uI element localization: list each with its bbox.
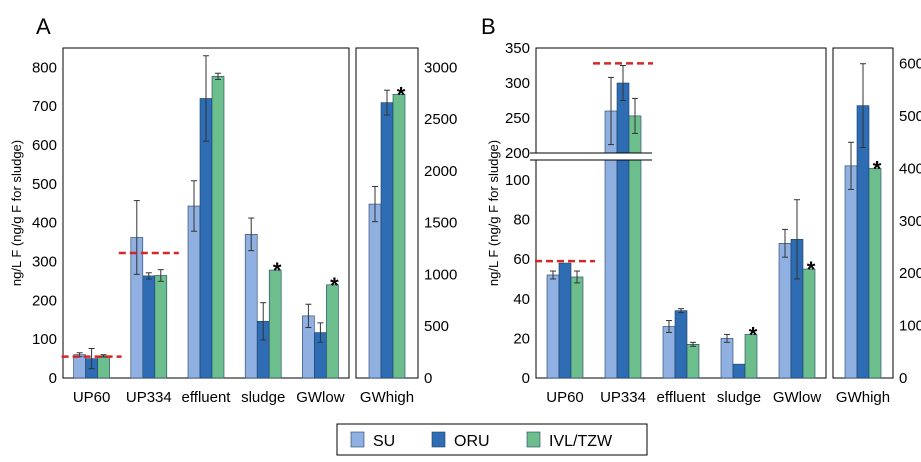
legend: SU ORU IVL/TZW [336,423,648,456]
y2-tick-label: 2000 [424,163,457,180]
bar-effluent-ivl-tzw [686,344,700,379]
y-tick-label: 300 [505,75,530,92]
category-label: UP60 [73,389,111,406]
bar-sludge-ivl-tzw [744,334,758,379]
y-tick-label: 200 [505,145,530,162]
bar-effluent-su [662,326,676,379]
bar-GWhigh-ivl-tzw [868,168,882,379]
bar-UP334-oru [142,275,156,379]
bar-GWhigh-su [368,203,382,379]
bar-effluent-oru [674,310,688,379]
category-label: effluent [182,389,232,406]
y2-tick-label: 400 [899,160,921,177]
panel-a: A 0 100 200 300 400 500 600 700 800 0 500 1000 1500 20… [9,14,457,406]
legend-label: SU [373,433,395,450]
y-tick-label: 60 [513,251,530,268]
panel-b: B 200 250 300 350 0 20 40 60 80 100 0 100 200 300 400 50… [481,14,921,406]
axis-break-band [530,153,652,160]
category-label: GWlow [773,389,822,406]
y-tick-label: 600 [32,137,57,154]
y-tick-label: 100 [32,331,57,348]
bar-effluent-su [187,205,201,379]
y-tick-label: 0 [522,370,530,387]
y2-tick-label: 2500 [424,111,457,128]
legend-box [336,423,648,456]
y-axis-title: ng/L F (ng/g F for sludge) [486,140,501,286]
category-label: sludge [241,389,285,406]
y-tick-label: 350 [505,40,530,57]
y-tick-label: 500 [32,176,57,193]
category-label: GWhigh [836,389,890,406]
bar-UP60-su [546,274,560,379]
y2-tick-label: 0 [899,370,907,387]
y-tick-label: 40 [513,291,530,308]
bar-GWhigh-oru [380,102,394,379]
legend-label: IVL/TZW [549,433,613,450]
y2-tick-label: 3000 [424,59,457,76]
bar-UP334-oru [616,82,630,379]
bar-UP60-oru [558,262,572,379]
legend-swatch [431,431,446,448]
significance-star: * [749,322,758,347]
bar-effluent-ivl-tzw [211,76,225,379]
bar-sludge-su [720,338,734,379]
category-label: UP60 [546,389,584,406]
y2-tick-label: 500 [899,108,921,125]
y-tick-label: 300 [32,254,57,271]
y-axis-title: ng/L F (ng/g F for sludge) [9,140,24,286]
panel-label: B [481,14,496,39]
y-tick-label: 700 [32,98,57,115]
bar-UP334-ivl-tzw [154,275,168,379]
y-tick-label: 250 [505,110,530,127]
significance-star: * [397,82,406,107]
bar-GWhigh-su [844,165,858,379]
y2-tick-label: 300 [899,213,921,230]
panel-label: A [36,14,51,39]
y-tick-label: 80 [513,212,530,229]
y-tick-label: 200 [32,292,57,309]
y2-tick-label: 0 [424,370,432,387]
y-tick-label: 0 [49,370,57,387]
y2-tick-label: 100 [899,318,921,335]
bar-UP60-ivl-tzw [570,276,584,379]
category-label: GWhigh [360,389,414,406]
y2-tick-label: 500 [424,318,449,335]
y-tick-label: 800 [32,59,57,76]
category-label: sludge [717,389,761,406]
bar-sludge-su [244,234,258,379]
bar-UP60-su [73,354,86,379]
y2-tick-label: 1500 [424,215,457,232]
y-tick-label: 20 [513,330,530,347]
category-label: UP334 [126,389,172,406]
y-tick-label: 100 [505,172,530,189]
category-label: effluent [657,389,707,406]
bar-UP334-su [604,110,618,379]
legend-swatch [350,431,365,448]
y-tick-label: 400 [32,215,57,232]
category-label: GWlow [296,389,345,406]
significance-star: * [330,273,339,298]
legend-swatch [526,431,541,448]
significance-star: * [873,156,882,181]
category-label: UP334 [600,389,646,406]
bar-GWlow-ivl-tzw [326,284,339,379]
significance-star: * [273,258,282,283]
bar-UP60-ivl-tzw [97,355,110,379]
y2-tick-label: 600 [899,56,921,73]
y2-tick-label: 1000 [424,266,457,283]
bar-GWlow-ivl-tzw [802,268,816,379]
bar-sludge-ivl-tzw [268,269,282,379]
legend-label: ORU [454,433,490,450]
bar-sludge-oru [732,363,746,379]
bar-GWhigh-ivl-tzw [392,94,406,379]
significance-star: * [807,257,816,282]
y2-tick-label: 200 [899,265,921,282]
bar-GWlow-su [778,242,792,379]
